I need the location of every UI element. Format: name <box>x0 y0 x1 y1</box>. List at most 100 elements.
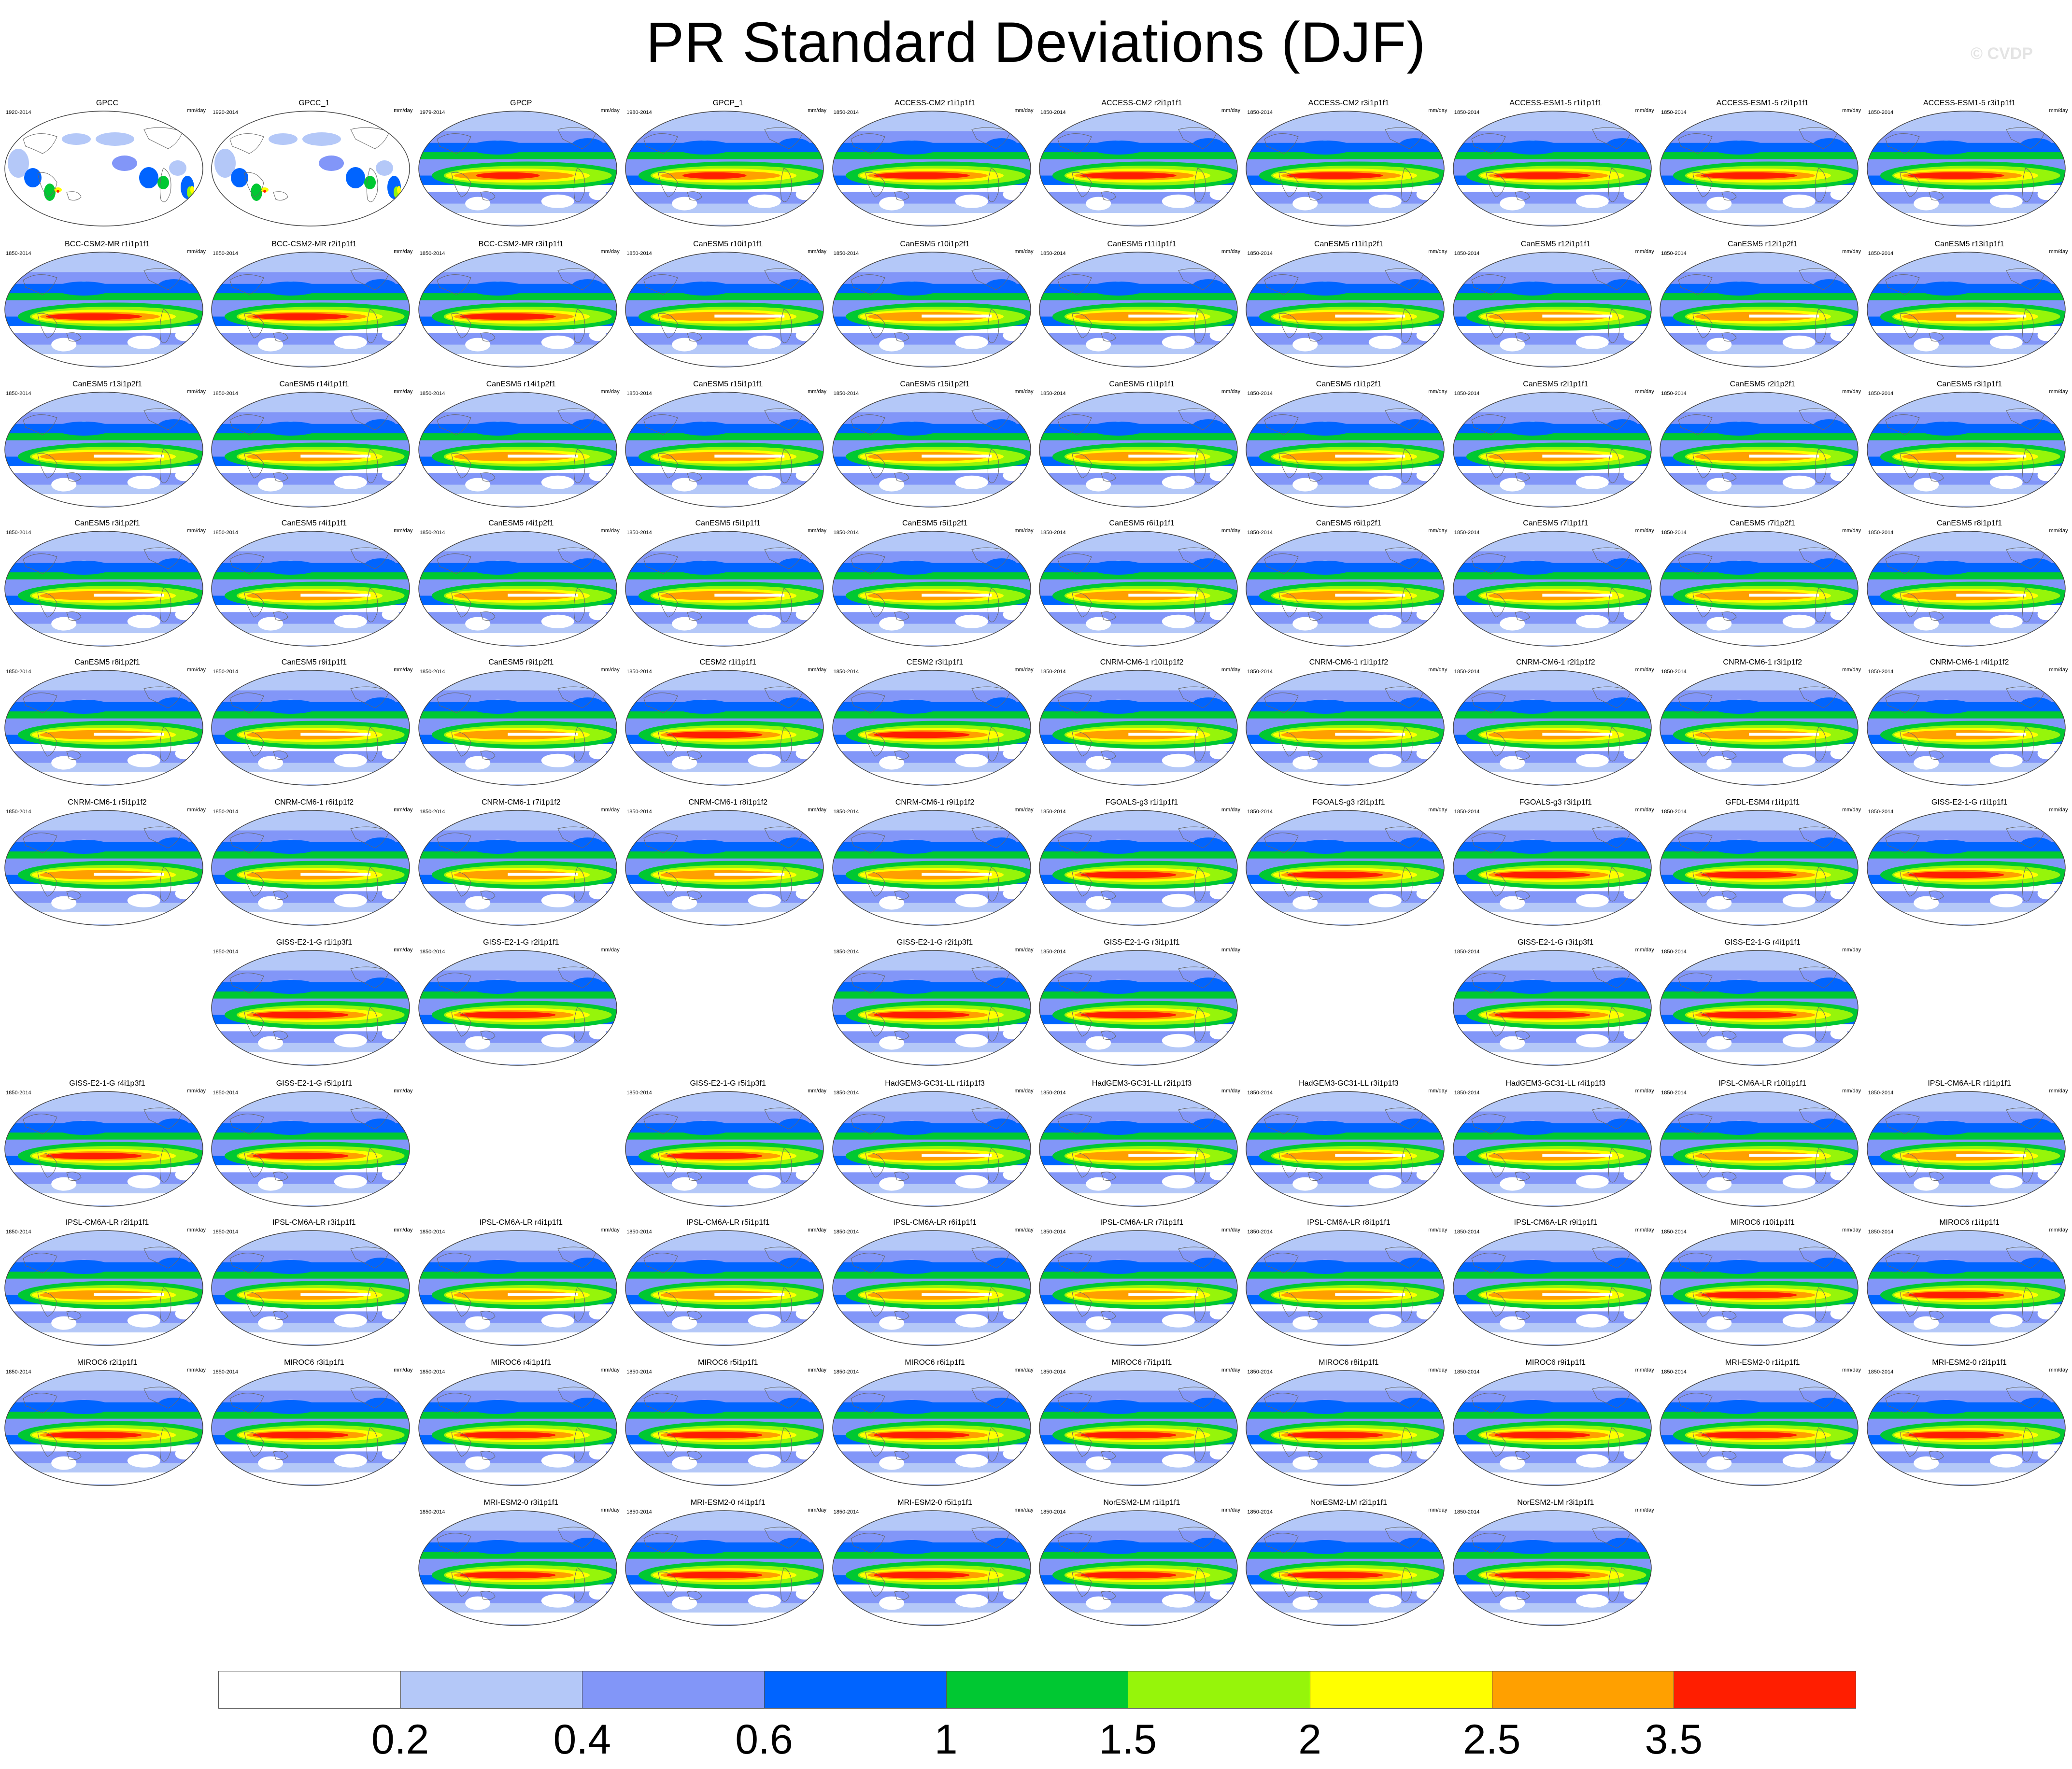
panel-years: 1850-2014 <box>1247 809 1273 815</box>
map-globe <box>211 252 411 368</box>
map-globe <box>1246 810 1445 926</box>
panel-units: mm/day <box>1428 1507 1448 1513</box>
map-globe <box>1866 531 2066 647</box>
map-globe <box>1246 1091 1445 1207</box>
map-panel: NorESM2-LM r3i1p1f1 1850-2014 mm/day <box>1452 1498 1659 1641</box>
map-globe <box>1246 670 1445 786</box>
panel-units: mm/day <box>808 1507 827 1513</box>
panel-title: HadGEM3-GC31-LL r3i1p1f3 <box>1299 1079 1399 1088</box>
panel-title: CNRM-CM6-1 r6i1p1f2 <box>274 798 354 807</box>
map-panel: CanESM5 r12i1p1f1 1850-2014 mm/day <box>1452 240 1659 382</box>
panel-title: GISS-E2-1-G r2i1p3f1 <box>896 938 973 947</box>
panel-years: 1850-2014 <box>6 669 31 675</box>
panel-title: MIROC6 r10i1p1f1 <box>1730 1218 1795 1227</box>
map-panel: CNRM-CM6-1 r10i1p1f2 1850-2014 mm/day <box>1038 658 1245 801</box>
map-globe <box>1453 670 1652 786</box>
panel-title: BCC-CSM2-MR r3i1p1f1 <box>478 240 564 248</box>
map-panel: CanESM5 r8i1p1f1 1850-2014 mm/day <box>1866 519 2072 662</box>
map-globe <box>832 1370 1031 1486</box>
map-globe <box>1660 252 1859 368</box>
map-globe <box>1866 1230 2066 1346</box>
panel-years: 1850-2014 <box>1247 1509 1273 1515</box>
panel-units: mm/day <box>1221 108 1240 113</box>
panel-years: 1850-2014 <box>213 391 238 396</box>
panel-years: 1850-2014 <box>1868 251 1894 256</box>
panel-title: CanESM5 r9i1p1f1 <box>281 658 347 666</box>
map-globe <box>1039 1370 1238 1486</box>
panel-units: mm/day <box>1221 1507 1240 1513</box>
panel-years: 1850-2014 <box>1040 1090 1066 1096</box>
panel-title: CanESM5 r11i1p1f1 <box>1107 240 1177 248</box>
map-panel: CanESM5 r1i1p1f1 1850-2014 mm/day <box>1038 380 1245 523</box>
map-panel: CanESM5 r1i1p2f1 1850-2014 mm/day <box>1245 380 1452 523</box>
map-panel: CanESM5 r12i1p2f1 1850-2014 mm/day <box>1659 240 1866 382</box>
panel-units: mm/day <box>1428 389 1448 395</box>
panel-title: CanESM5 r10i1p1f1 <box>693 240 763 248</box>
panel-title: MRI-ESM2-0 r5i1p1f1 <box>897 1499 972 1507</box>
panel-years: 1850-2014 <box>1454 1509 1480 1515</box>
panel-units: mm/day <box>1635 108 1654 113</box>
panel-units: mm/day <box>808 528 827 534</box>
panel-years: 1850-2014 <box>213 809 238 815</box>
map-panel: CNRM-CM6-1 r2i1p1f2 1850-2014 mm/day <box>1452 658 1659 801</box>
panel-units: mm/day <box>394 947 413 953</box>
panel-years: 1850-2014 <box>1040 949 1066 955</box>
panel-units: mm/day <box>600 667 620 673</box>
map-globe <box>832 392 1031 508</box>
map-globe <box>4 1091 203 1207</box>
panel-title: NorESM2-LM r1i1p1f1 <box>1103 1499 1180 1507</box>
panel-years: 1850-2014 <box>1868 1090 1894 1096</box>
map-panel: MIROC6 r9i1p1f1 1850-2014 mm/day <box>1452 1358 1659 1501</box>
map-globe <box>1039 111 1238 226</box>
panel-title: CanESM5 r2i1p2f1 <box>1730 380 1795 388</box>
panel-units: mm/day <box>394 1227 413 1233</box>
map-panel: GISS-E2-1-G r2i1p3f1 1850-2014 mm/day <box>832 938 1038 1081</box>
map-globe <box>1660 1091 1859 1207</box>
panel-years: 1850-2014 <box>833 391 859 396</box>
panel-units: mm/day <box>1014 389 1034 395</box>
map-panel: IPSL-CM6A-LR r10i1p1f1 1850-2014 mm/day <box>1659 1079 1866 1222</box>
map-panel: MIROC6 r6i1p1f1 1850-2014 mm/day <box>832 1358 1038 1501</box>
panel-units: mm/day <box>808 1227 827 1233</box>
panel-years: 1850-2014 <box>1247 530 1273 536</box>
panel-years: 1850-2014 <box>626 1229 652 1235</box>
panel-title: FGOALS-g3 r1i1p1f1 <box>1105 798 1178 807</box>
panel-years: 1850-2014 <box>6 809 31 815</box>
panel-title: CNRM-CM6-1 r2i1p1f2 <box>1516 658 1595 666</box>
map-panel: GISS-E2-1-G r4i1p1f1 1850-2014 mm/day <box>1659 938 1866 1081</box>
panel-title: IPSL-CM6A-LR r6i1p1f1 <box>893 1218 977 1227</box>
map-panel: IPSL-CM6A-LR r1i1p1f1 1850-2014 mm/day <box>1866 1079 2072 1222</box>
map-globe <box>418 1510 617 1626</box>
colorbar-swatch <box>1310 1671 1492 1709</box>
map-panel: FGOALS-g3 r3i1p1f1 1850-2014 mm/day <box>1452 798 1659 941</box>
figure-title: PR Standard Deviations (DJF) <box>646 11 1426 74</box>
panel-units: mm/day <box>2049 667 2068 673</box>
panel-years: 1850-2014 <box>213 251 238 256</box>
panel-title: ACCESS-ESM1-5 r1i1p1f1 <box>1509 99 1602 107</box>
panel-units: mm/day <box>1428 1367 1448 1373</box>
map-panel: MIROC6 r5i1p1f1 1850-2014 mm/day <box>624 1358 831 1501</box>
map-globe <box>4 670 203 786</box>
panel-title: CanESM5 r7i1p2f1 <box>1730 519 1795 527</box>
map-globe <box>418 1230 617 1346</box>
panel-title: IPSL-CM6A-LR r10i1p1f1 <box>1718 1079 1806 1088</box>
map-panel: CanESM5 r15i1p2f1 1850-2014 mm/day <box>832 380 1038 523</box>
map-globe <box>1246 1370 1445 1486</box>
map-panel: MIROC6 r4i1p1f1 1850-2014 mm/day <box>418 1358 624 1501</box>
map-globe <box>1039 392 1238 508</box>
panel-units: mm/day <box>808 108 827 113</box>
panel-years: 1850-2014 <box>1247 391 1273 396</box>
panel-years: 1850-2014 <box>213 1090 238 1096</box>
panel-units: mm/day <box>1221 807 1240 813</box>
map-globe <box>211 670 411 786</box>
map-panel: FGOALS-g3 r1i1p1f1 1850-2014 mm/day <box>1038 798 1245 941</box>
panel-years: 1850-2014 <box>419 530 445 536</box>
panel-units: mm/day <box>186 108 206 113</box>
panel-years: 1850-2014 <box>419 669 445 675</box>
panel-units: mm/day <box>186 1367 206 1373</box>
map-panel: IPSL-CM6A-LR r8i1p1f1 1850-2014 mm/day <box>1245 1218 1452 1361</box>
map-globe <box>832 1091 1031 1207</box>
map-panel: MIROC6 r2i1p1f1 1850-2014 mm/day <box>4 1358 211 1501</box>
map-panel: CanESM5 r7i1p2f1 1850-2014 mm/day <box>1659 519 1866 662</box>
map-globe <box>832 531 1031 647</box>
